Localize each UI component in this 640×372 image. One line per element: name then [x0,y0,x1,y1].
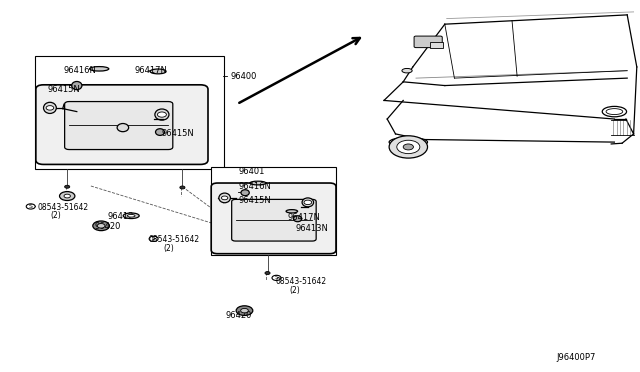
Text: 08543-51642: 08543-51642 [148,235,200,244]
Ellipse shape [606,109,623,115]
Text: 96417N: 96417N [288,213,321,222]
Bar [430,42,443,48]
Text: 96416N: 96416N [64,66,97,75]
Ellipse shape [150,69,166,74]
Ellipse shape [90,67,109,71]
Circle shape [93,221,109,231]
Ellipse shape [117,124,129,132]
Text: 96420: 96420 [225,311,252,320]
Text: S: S [275,275,278,280]
Bar [211,167,336,255]
Ellipse shape [241,190,250,196]
Circle shape [221,196,228,200]
Circle shape [157,112,166,117]
Circle shape [272,275,281,280]
Ellipse shape [156,129,164,135]
Ellipse shape [155,109,169,120]
Ellipse shape [219,193,230,203]
Ellipse shape [250,181,266,185]
Circle shape [389,136,428,158]
Circle shape [97,224,105,228]
Bar [35,56,224,169]
Circle shape [236,306,253,315]
Text: (2): (2) [289,286,300,295]
Ellipse shape [293,216,302,222]
Text: 96415N: 96415N [239,196,271,205]
Ellipse shape [302,198,314,207]
Circle shape [265,272,270,275]
Circle shape [60,192,75,201]
Circle shape [65,185,70,188]
Text: 08543-51642: 08543-51642 [275,278,326,286]
Text: 96413N: 96413N [296,224,328,233]
Text: 96401: 96401 [239,167,265,176]
Circle shape [46,106,54,110]
Circle shape [397,140,420,154]
FancyBboxPatch shape [36,85,208,164]
Text: 96420: 96420 [95,222,121,231]
Text: 96415N: 96415N [162,129,195,138]
Ellipse shape [402,68,412,73]
Ellipse shape [286,210,298,213]
FancyBboxPatch shape [65,102,173,150]
Text: (2): (2) [50,211,61,220]
Circle shape [149,236,158,241]
Circle shape [26,204,35,209]
Text: 96416N: 96416N [239,182,271,191]
Text: 96400: 96400 [230,72,257,81]
Ellipse shape [602,106,627,117]
Ellipse shape [72,81,82,90]
FancyBboxPatch shape [232,199,316,241]
Circle shape [403,144,413,150]
Text: J96400P7: J96400P7 [557,353,596,362]
Ellipse shape [127,214,135,217]
FancyBboxPatch shape [211,183,336,254]
Ellipse shape [123,213,140,219]
Text: 96415N: 96415N [48,85,81,94]
Text: 96412: 96412 [108,212,134,221]
Ellipse shape [44,102,56,113]
Circle shape [241,308,248,313]
Circle shape [64,194,70,198]
Text: 08543-51642: 08543-51642 [37,203,88,212]
Circle shape [180,186,185,189]
Ellipse shape [389,138,428,147]
Text: S: S [152,236,156,241]
FancyBboxPatch shape [414,36,442,48]
Text: 96417N: 96417N [134,66,167,75]
Text: S: S [29,204,33,209]
Circle shape [304,200,312,205]
Text: (2): (2) [163,244,174,253]
